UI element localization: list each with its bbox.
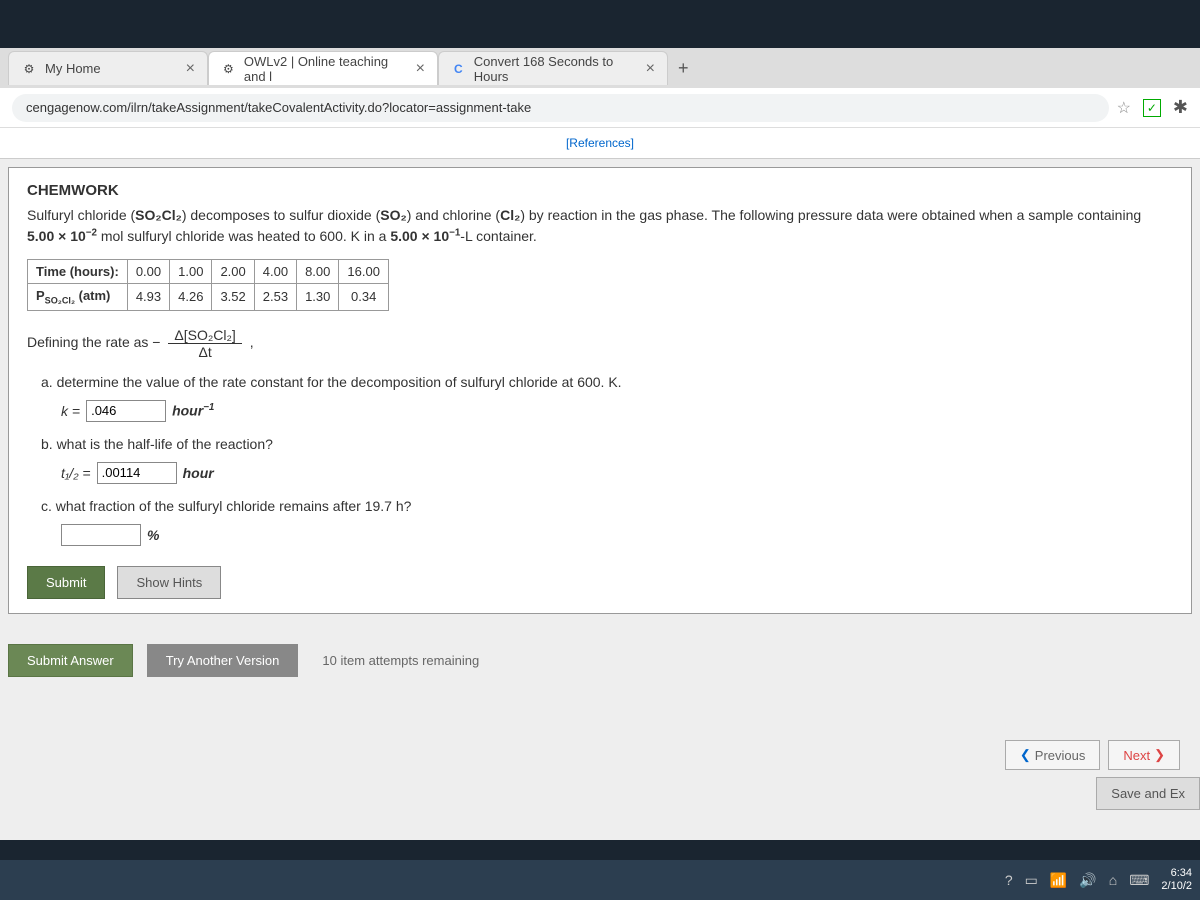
close-icon[interactable]: × xyxy=(416,60,425,78)
devices-icon[interactable]: ⌂ xyxy=(1109,872,1117,888)
browser-window: ⚙ My Home × ⚙ OWLv2 | Online teaching an… xyxy=(0,48,1200,840)
bookmark-icon[interactable]: ☆ xyxy=(1117,98,1131,118)
cengage-icon: ⚙ xyxy=(221,61,236,77)
problem-description: Sulfuryl chloride (SO₂Cl₂) decomposes to… xyxy=(27,205,1173,247)
keyboard-icon[interactable]: ⌨ xyxy=(1129,872,1149,889)
bottom-buttons: Submit Answer Try Another Version 10 ite… xyxy=(8,644,1192,677)
references-bar: [References] xyxy=(0,128,1200,159)
address-bar: ☆ ✓ ✱ xyxy=(0,88,1200,128)
tab-label: My Home xyxy=(45,61,101,76)
help-icon[interactable]: ? xyxy=(1005,872,1013,888)
tab-label: OWLv2 | Online teaching and l xyxy=(244,54,408,84)
next-button[interactable]: Next❯ xyxy=(1108,740,1180,770)
extension-icon[interactable]: ✱ xyxy=(1173,97,1188,118)
try-another-button[interactable]: Try Another Version xyxy=(147,644,299,677)
save-and-exit-button[interactable]: Save and Ex xyxy=(1096,777,1200,810)
k-input[interactable] xyxy=(86,400,166,422)
table-cell: 0.00 xyxy=(127,260,169,284)
question-b: b. what is the half-life of the reaction… xyxy=(41,436,1173,484)
table-header: Time (hours): xyxy=(28,260,128,284)
t-input[interactable] xyxy=(97,462,177,484)
taskbar: ? ▭ 📶 🔊 ⌂ ⌨ 6:34 2/10/2 xyxy=(0,860,1200,900)
addr-icons: ☆ ✓ ✱ xyxy=(1117,97,1188,118)
answer-line: t₁/₂ = hour xyxy=(61,462,1173,484)
k-label: k = xyxy=(61,403,80,419)
wifi-icon[interactable]: 📶 xyxy=(1050,872,1067,889)
question-text: c. what fraction of the sulfuryl chlorid… xyxy=(41,498,1173,514)
pressure-data-table: Time (hours): 0.00 1.00 2.00 4.00 8.00 1… xyxy=(27,259,389,311)
table-cell: 4.93 xyxy=(127,284,169,311)
table-header: PSO₂Cl₂ (atm) xyxy=(28,284,128,311)
battery-icon[interactable]: ▭ xyxy=(1025,872,1038,889)
fraction-input[interactable] xyxy=(61,524,141,546)
show-hints-button[interactable]: Show Hints xyxy=(117,566,221,599)
close-icon[interactable]: × xyxy=(646,60,655,78)
submit-answer-button[interactable]: Submit Answer xyxy=(8,644,133,677)
system-clock[interactable]: 6:34 2/10/2 xyxy=(1161,867,1192,893)
content-area: [References] CHEMWORK Sulfuryl chloride … xyxy=(0,128,1200,840)
submit-button[interactable]: Submit xyxy=(27,566,105,599)
table-cell: 3.52 xyxy=(212,284,254,311)
tab-owlv2[interactable]: ⚙ OWLv2 | Online teaching and l × xyxy=(208,51,438,85)
new-tab-button[interactable]: + xyxy=(668,58,699,79)
cengage-icon: ⚙ xyxy=(21,61,37,77)
question-c: c. what fraction of the sulfuryl chlorid… xyxy=(41,498,1173,546)
chemwork-title: CHEMWORK xyxy=(27,182,1173,199)
references-link[interactable]: [References] xyxy=(566,136,634,150)
rate-definition: Defining the rate as − Δ[SO₂Cl₂] Δt , xyxy=(27,327,1173,360)
table-cell: 2.53 xyxy=(254,284,296,311)
fraction: Δ[SO₂Cl₂] Δt xyxy=(168,327,241,360)
check-icon[interactable]: ✓ xyxy=(1143,99,1161,117)
question-text: b. what is the half-life of the reaction… xyxy=(41,436,1173,452)
question-text: a. determine the value of the rate const… xyxy=(41,374,1173,390)
tab-label: Convert 168 Seconds to Hours xyxy=(474,54,638,84)
previous-button[interactable]: ❮Previous xyxy=(1005,740,1100,770)
attempts-remaining: 10 item attempts remaining xyxy=(322,653,479,668)
table-cell: 4.00 xyxy=(254,260,296,284)
table-cell: 0.34 xyxy=(339,284,389,311)
table-cell: 1.30 xyxy=(297,284,339,311)
question-panel: CHEMWORK Sulfuryl chloride (SO₂Cl₂) deco… xyxy=(8,167,1192,614)
nav-buttons: ❮Previous Next❯ xyxy=(1005,740,1180,770)
table-cell: 16.00 xyxy=(339,260,389,284)
question-a: a. determine the value of the rate const… xyxy=(41,374,1173,422)
answer-line: % xyxy=(61,524,1173,546)
close-icon[interactable]: × xyxy=(186,60,195,78)
table-cell: 8.00 xyxy=(297,260,339,284)
site-icon: C xyxy=(451,61,466,77)
url-input[interactable] xyxy=(12,94,1109,122)
t-label: t₁/₂ = xyxy=(61,465,91,481)
tab-my-home[interactable]: ⚙ My Home × xyxy=(8,51,208,85)
answer-line: k = hour−1 xyxy=(61,400,1173,422)
sound-icon[interactable]: 🔊 xyxy=(1079,872,1096,889)
table-cell: 2.00 xyxy=(212,260,254,284)
tabs-bar: ⚙ My Home × ⚙ OWLv2 | Online teaching an… xyxy=(0,48,1200,88)
inner-buttons: Submit Show Hints xyxy=(27,566,1173,599)
tab-convert[interactable]: C Convert 168 Seconds to Hours × xyxy=(438,51,668,85)
table-cell: 1.00 xyxy=(170,260,212,284)
table-cell: 4.26 xyxy=(170,284,212,311)
